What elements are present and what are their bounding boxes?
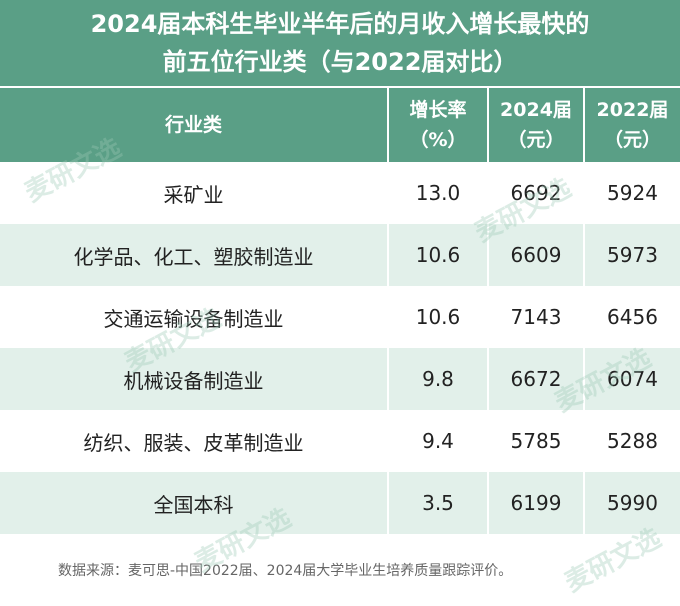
header-industry-label: 行业类 (164, 114, 222, 136)
source-note: 数据来源：麦可思-中国2022届、2024届大学毕业生培养质量跟踪评价。 (58, 563, 513, 579)
industry-cell: 机械设备制造业 (0, 348, 389, 410)
header-2022-label: 2022届 (596, 99, 669, 121)
income-2022-cell: 6456 (584, 286, 680, 348)
header-growth-rate: 增长率 （%） (388, 88, 489, 162)
title-line-1: 2024届本科生毕业半年后的月收入增长最快的 (90, 10, 590, 38)
header-2022: 2022届 （元） (584, 88, 680, 162)
table-row: 全国本科 3.5 6199 5990 (0, 472, 680, 534)
growth-cell: 9.8 (388, 348, 489, 410)
header-row: 行业类 增长率 （%） 2024届 （元） 2022届 （元） (0, 88, 680, 162)
income-2024-cell: 6609 (488, 224, 585, 286)
title-line-2: 前五位行业类（与2022届对比） (162, 48, 518, 76)
industry-cell: 化学品、化工、塑胶制造业 (0, 224, 389, 286)
growth-cell: 3.5 (388, 472, 489, 534)
table-row: 纺织、服装、皮革制造业 9.4 5785 5288 (0, 410, 680, 472)
table-row: 采矿业 13.0 6692 5924 (0, 162, 680, 224)
income-2024-cell: 6672 (488, 348, 585, 410)
income-2024-cell: 5785 (488, 410, 585, 472)
income-2022-cell: 5990 (584, 472, 680, 534)
income-2024-cell: 7143 (488, 286, 585, 348)
table-row: 机械设备制造业 9.8 6672 6074 (0, 348, 680, 410)
header-2024: 2024届 （元） (488, 88, 585, 162)
income-2022-cell: 5288 (584, 410, 680, 472)
growth-cell: 10.6 (388, 286, 489, 348)
income-2022-cell: 5924 (584, 162, 680, 224)
header-2022-unit: （元） (603, 129, 661, 151)
header-industry: 行业类 (0, 88, 389, 162)
industry-cell: 纺织、服装、皮革制造业 (0, 410, 389, 472)
income-2024-cell: 6199 (488, 472, 585, 534)
growth-cell: 13.0 (388, 162, 489, 224)
income-2022-cell: 6074 (584, 348, 680, 410)
growth-cell: 10.6 (388, 224, 489, 286)
growth-cell: 9.4 (388, 410, 489, 472)
table-title: 2024届本科生毕业半年后的月收入增长最快的 前五位行业类（与2022届对比） (0, 0, 680, 86)
industry-cell: 采矿业 (0, 162, 389, 224)
table-row: 化学品、化工、塑胶制造业 10.6 6609 5973 (0, 224, 680, 286)
header-2024-label: 2024届 (500, 99, 572, 121)
income-2024-cell: 6692 (488, 162, 585, 224)
industry-cell: 交通运输设备制造业 (0, 286, 389, 348)
industry-cell: 全国本科 (0, 472, 389, 534)
header-growth-label: 增长率 (409, 99, 467, 121)
table-body: 采矿业 13.0 6692 5924 化学品、化工、塑胶制造业 10.6 660… (0, 162, 680, 534)
income-growth-table: 行业类 增长率 （%） 2024届 （元） 2022届 （元） 采矿业 13.0… (0, 88, 680, 534)
table-row: 交通运输设备制造业 10.6 7143 6456 (0, 286, 680, 348)
header-growth-unit: （%） (409, 129, 467, 151)
header-2024-unit: （元） (507, 129, 565, 151)
income-2022-cell: 5973 (584, 224, 680, 286)
table-header: 行业类 增长率 （%） 2024届 （元） 2022届 （元） (0, 88, 680, 162)
